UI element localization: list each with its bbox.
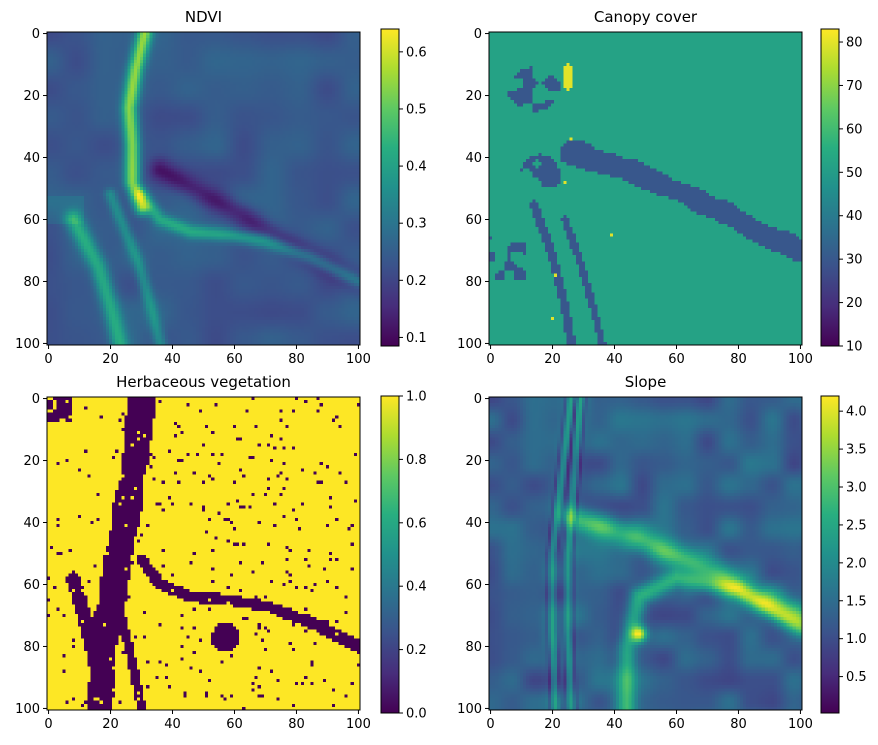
colorbar-tick-label: 0.2 (406, 643, 427, 658)
x-tick-label: 40 (164, 352, 181, 367)
panel-2: Canopy cover 0 20 40 60 80 100 0 20 40 60 80 100 10 20… (457, 8, 862, 367)
colorbar-tick-label: 10 (846, 340, 863, 355)
x-tick-label: 60 (668, 717, 685, 732)
x-tick-label: 0 (44, 717, 52, 732)
x-tick-label: 0 (486, 717, 494, 732)
colorbar-tick-label: 2.0 (846, 556, 867, 571)
y-tick-label: 80 (23, 275, 40, 290)
y-tick-label: 0 (474, 392, 482, 407)
colorbar-tick-label: 0.4 (406, 580, 427, 595)
y-tick-label: 100 (457, 337, 482, 352)
colorbar-tick-label: 40 (846, 209, 863, 224)
y-tick-label: 0 (32, 27, 40, 42)
y-tick-label: 60 (465, 213, 482, 228)
colorbar-tick-label: 20 (846, 296, 863, 311)
colorbar-tick-label: 1.0 (406, 390, 427, 405)
chart-title: NDVI (185, 8, 222, 26)
colorbar-tick-label: 0.1 (406, 331, 427, 346)
axes-frame (46, 396, 361, 711)
colorbar-tick-label: 1.5 (846, 594, 867, 609)
y-tick-label: 40 (465, 516, 482, 531)
y-tick-label: 60 (23, 578, 40, 593)
colorbar-tick-label: 0.6 (406, 45, 427, 60)
x-tick-label: 100 (788, 717, 813, 732)
x-tick-label: 20 (102, 352, 119, 367)
heatmap-image (47, 397, 360, 710)
x-tick-label: 20 (544, 717, 561, 732)
x-tick-label: 100 (788, 352, 813, 367)
y-tick-label: 100 (15, 702, 40, 717)
y-tick-label: 80 (23, 640, 40, 655)
y-tick-label: 40 (23, 151, 40, 166)
colorbar-tick-label: 4.0 (846, 405, 867, 420)
colorbar-tick-label: 60 (846, 122, 863, 137)
colorbar-tick-label: 50 (846, 166, 863, 181)
y-tick-label: 40 (23, 516, 40, 531)
x-tick-label: 20 (544, 352, 561, 367)
x-tick-label: 20 (102, 717, 119, 732)
x-tick-label: 60 (668, 352, 685, 367)
colorbar (380, 395, 400, 714)
colorbar-tick-label: 2.5 (846, 518, 867, 533)
heatmap-image (47, 32, 360, 345)
colorbar-tick-label: 0.5 (846, 670, 867, 685)
x-tick-label: 0 (44, 352, 52, 367)
x-tick-label: 80 (730, 352, 747, 367)
colorbar-tick-label: 1.0 (846, 632, 867, 647)
chart-title: Herbaceous vegetation (116, 373, 291, 391)
chart-title: Slope (625, 373, 667, 391)
y-tick-label: 20 (23, 454, 40, 469)
colorbar-tick-label: 30 (846, 253, 863, 268)
colorbar (820, 395, 840, 714)
chart-title: Canopy cover (594, 8, 698, 26)
axes-frame (488, 31, 803, 346)
colorbar (820, 28, 840, 347)
x-tick-label: 0 (486, 352, 494, 367)
y-tick-label: 20 (465, 89, 482, 104)
x-tick-label: 80 (730, 717, 747, 732)
colorbar-tick-label: 3.5 (846, 443, 867, 458)
heatmap-image (489, 397, 802, 710)
x-tick-label: 40 (606, 717, 623, 732)
heatmap-image (489, 32, 802, 345)
y-tick-label: 0 (474, 27, 482, 42)
colorbar-tick-label: 0.3 (406, 217, 427, 232)
colorbar-tick-label: 3.0 (846, 481, 867, 496)
x-tick-label: 100 (346, 352, 371, 367)
colorbar (380, 28, 400, 347)
x-tick-label: 80 (288, 352, 305, 367)
y-tick-label: 40 (465, 151, 482, 166)
x-tick-label: 100 (346, 717, 371, 732)
colorbar-tick-label: 70 (846, 79, 863, 94)
x-tick-label: 40 (164, 717, 181, 732)
colorbar-tick-label: 0.2 (406, 274, 427, 289)
y-tick-label: 0 (32, 392, 40, 407)
panel-3: Herbaceous vegetation 0 20 40 60 80 100 0 20 40 60… (15, 373, 427, 732)
y-tick-label: 60 (465, 578, 482, 593)
x-tick-label: 60 (226, 352, 243, 367)
x-tick-label: 80 (288, 717, 305, 732)
y-tick-label: 20 (23, 89, 40, 104)
panel-1: NDVI 0 20 40 60 80 100 0 20 40 60 80 100 0.1 0.2 0.3 0.4… (15, 8, 427, 367)
y-tick-label: 60 (23, 213, 40, 228)
axes-frame (46, 31, 361, 346)
y-tick-label: 100 (457, 702, 482, 717)
x-tick-label: 40 (606, 352, 623, 367)
y-tick-label: 80 (465, 275, 482, 290)
panel-4: Slope 0 20 40 60 80 100 0 20 40 60 80 100 0.5 1.0 1.5 2.… (457, 373, 867, 732)
colorbar-tick-label: 0.6 (406, 516, 427, 531)
y-tick-label: 20 (465, 454, 482, 469)
colorbar-tick-label: 80 (846, 36, 863, 51)
x-tick-label: 60 (226, 717, 243, 732)
y-tick-label: 100 (15, 337, 40, 352)
colorbar-tick-label: 0.0 (406, 707, 427, 722)
colorbar-tick-label: 0.5 (406, 102, 427, 117)
axes-frame (488, 396, 803, 711)
colorbar-tick-label: 0.8 (406, 453, 427, 468)
y-tick-label: 80 (465, 640, 482, 655)
colorbar-tick-label: 0.4 (406, 160, 427, 175)
